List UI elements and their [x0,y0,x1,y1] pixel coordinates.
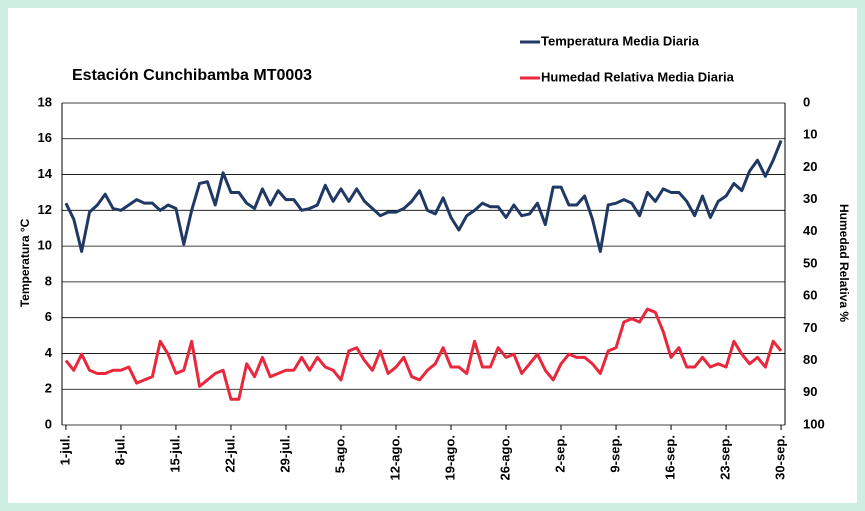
y-tick-label: 0 [45,416,52,431]
x-tick-label: 19-ago. [442,435,457,481]
y-tick-label: 12 [38,202,52,217]
x-tick-label: 5-ago. [332,435,347,473]
y-tick-label: 18 [38,94,52,109]
y-tick-label: 6 [45,309,52,324]
y2-tick-label: 50 [803,255,817,270]
y2-tick-label: 40 [803,223,817,238]
x-tick-label: 23-sep. [717,435,732,480]
y2-tick-label: 100 [803,416,825,431]
series-line [64,140,783,253]
x-tick-label: 16-sep. [662,435,677,480]
series-line [64,307,783,401]
legend-label: Temperatura Media Diaria [541,33,700,48]
y-tick-label: 4 [45,345,53,360]
y-tick-label: 2 [45,381,52,396]
y-tick-label: 8 [45,273,52,288]
x-tick-label: 1-jul. [57,435,72,465]
legend-label: Humedad Relativa Media Diaria [541,69,735,84]
x-tick-label: 22-jul. [222,435,237,473]
x-tick-label: 30-sep. [773,435,788,480]
y-tick-label: 14 [38,166,53,181]
y2-tick-label: 30 [803,191,817,206]
x-tick-label: 26-ago. [497,435,512,481]
y2-axis-label: Humedad Relativa % [837,204,851,322]
y2-tick-label: 0 [803,94,810,109]
y2-tick-label: 10 [803,127,817,142]
y2-tick-label: 20 [803,159,817,174]
x-tick-label: 8-jul. [112,435,127,465]
y2-tick-label: 60 [803,288,817,303]
y2-tick-label: 80 [803,352,817,367]
x-tick-label: 9-sep. [607,435,622,473]
panel [8,8,857,503]
x-tick-label: 12-ago. [387,435,402,481]
x-tick-label: 29-jul. [277,435,292,473]
y2-tick-label: 90 [803,384,817,399]
y-tick-label: 16 [38,130,52,145]
x-tick-label: 15-jul. [167,435,182,473]
chart-title: Estación Cunchibamba MT0003 [72,67,312,84]
y2-tick-label: 70 [803,320,817,335]
y-axis-label: Temperatura °C [18,218,32,307]
y-tick-label: 10 [38,238,52,253]
x-tick-label: 2-sep. [552,435,567,473]
